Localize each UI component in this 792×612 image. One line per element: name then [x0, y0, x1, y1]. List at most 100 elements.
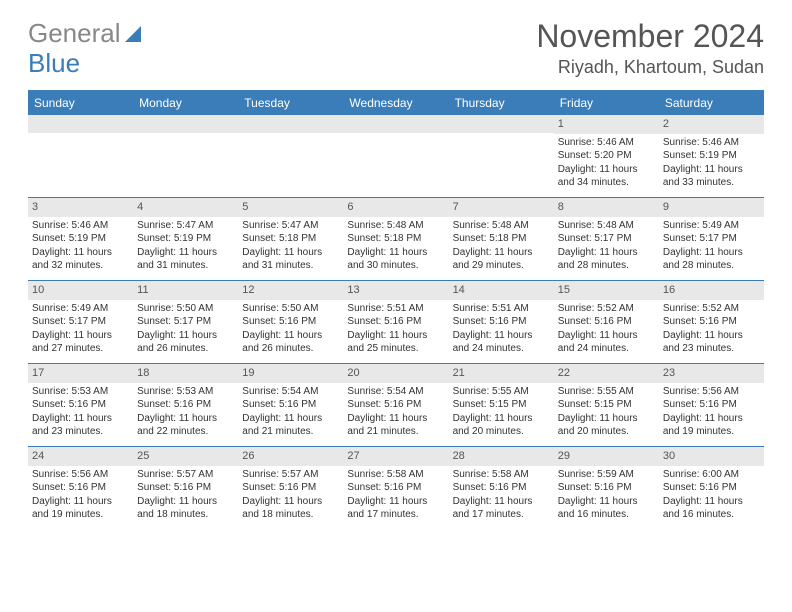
day-number: 29 — [554, 447, 659, 466]
calendar-cell: 1Sunrise: 5:46 AMSunset: 5:20 PMDaylight… — [554, 115, 659, 197]
daylight-text: Daylight: 11 hours and 17 minutes. — [347, 495, 444, 522]
location: Riyadh, Khartoum, Sudan — [536, 57, 764, 78]
cell-body: Sunrise: 5:57 AMSunset: 5:16 PMDaylight:… — [133, 466, 238, 526]
daylight-text: Daylight: 11 hours and 30 minutes. — [347, 246, 444, 273]
daylight-text: Daylight: 11 hours and 22 minutes. — [137, 412, 234, 439]
cell-body: Sunrise: 5:46 AMSunset: 5:20 PMDaylight:… — [554, 134, 659, 194]
cell-body: Sunrise: 5:49 AMSunset: 5:17 PMDaylight:… — [659, 217, 764, 277]
day-number: 13 — [343, 281, 448, 300]
daylight-text: Daylight: 11 hours and 20 minutes. — [558, 412, 655, 439]
cell-body: Sunrise: 5:53 AMSunset: 5:16 PMDaylight:… — [133, 383, 238, 443]
daylight-text: Daylight: 11 hours and 28 minutes. — [663, 246, 760, 273]
day-header: Tuesday — [238, 91, 343, 115]
daylight-text: Daylight: 11 hours and 28 minutes. — [558, 246, 655, 273]
sunset-text: Sunset: 5:15 PM — [558, 398, 655, 412]
day-number: 22 — [554, 364, 659, 383]
day-number: 16 — [659, 281, 764, 300]
title-block: November 2024 Riyadh, Khartoum, Sudan — [536, 18, 764, 78]
daylight-text: Daylight: 11 hours and 23 minutes. — [663, 329, 760, 356]
calendar-cell: 12Sunrise: 5:50 AMSunset: 5:16 PMDayligh… — [238, 281, 343, 363]
sunrise-text: Sunrise: 5:53 AM — [137, 385, 234, 399]
sunset-text: Sunset: 5:17 PM — [32, 315, 129, 329]
sunrise-text: Sunrise: 5:53 AM — [32, 385, 129, 399]
calendar-cell: 27Sunrise: 5:58 AMSunset: 5:16 PMDayligh… — [343, 447, 448, 529]
day-header: Sunday — [28, 91, 133, 115]
calendar-cell — [343, 115, 448, 197]
calendar-cell: 25Sunrise: 5:57 AMSunset: 5:16 PMDayligh… — [133, 447, 238, 529]
sunrise-text: Sunrise: 5:57 AM — [137, 468, 234, 482]
sunrise-text: Sunrise: 5:58 AM — [453, 468, 550, 482]
sunset-text: Sunset: 5:17 PM — [137, 315, 234, 329]
sunset-text: Sunset: 5:16 PM — [137, 481, 234, 495]
sunrise-text: Sunrise: 5:59 AM — [558, 468, 655, 482]
cell-body: Sunrise: 5:52 AMSunset: 5:16 PMDaylight:… — [554, 300, 659, 360]
sunrise-text: Sunrise: 5:48 AM — [347, 219, 444, 233]
calendar-cell: 11Sunrise: 5:50 AMSunset: 5:17 PMDayligh… — [133, 281, 238, 363]
cell-body: Sunrise: 5:51 AMSunset: 5:16 PMDaylight:… — [343, 300, 448, 360]
sunrise-text: Sunrise: 5:58 AM — [347, 468, 444, 482]
day-number: 23 — [659, 364, 764, 383]
cell-body: Sunrise: 5:48 AMSunset: 5:18 PMDaylight:… — [449, 217, 554, 277]
daylight-text: Daylight: 11 hours and 31 minutes. — [137, 246, 234, 273]
calendar-cell: 18Sunrise: 5:53 AMSunset: 5:16 PMDayligh… — [133, 364, 238, 446]
day-number: 26 — [238, 447, 343, 466]
daylight-text: Daylight: 11 hours and 19 minutes. — [32, 495, 129, 522]
daylight-text: Daylight: 11 hours and 27 minutes. — [32, 329, 129, 356]
calendar-cell: 29Sunrise: 5:59 AMSunset: 5:16 PMDayligh… — [554, 447, 659, 529]
sunrise-text: Sunrise: 5:47 AM — [242, 219, 339, 233]
calendar-cell: 24Sunrise: 5:56 AMSunset: 5:16 PMDayligh… — [28, 447, 133, 529]
sunrise-text: Sunrise: 5:52 AM — [663, 302, 760, 316]
cell-body: Sunrise: 5:46 AMSunset: 5:19 PMDaylight:… — [28, 217, 133, 277]
sunrise-text: Sunrise: 5:49 AM — [663, 219, 760, 233]
calendar-cell: 13Sunrise: 5:51 AMSunset: 5:16 PMDayligh… — [343, 281, 448, 363]
cell-body: Sunrise: 5:50 AMSunset: 5:16 PMDaylight:… — [238, 300, 343, 360]
calendar-cell: 17Sunrise: 5:53 AMSunset: 5:16 PMDayligh… — [28, 364, 133, 446]
calendar-cell: 7Sunrise: 5:48 AMSunset: 5:18 PMDaylight… — [449, 198, 554, 280]
cell-body: Sunrise: 5:54 AMSunset: 5:16 PMDaylight:… — [238, 383, 343, 443]
calendar-cell — [449, 115, 554, 197]
month-title: November 2024 — [536, 18, 764, 55]
sunset-text: Sunset: 5:17 PM — [663, 232, 760, 246]
sunset-text: Sunset: 5:15 PM — [453, 398, 550, 412]
calendar-cell: 9Sunrise: 5:49 AMSunset: 5:17 PMDaylight… — [659, 198, 764, 280]
calendar-cell: 26Sunrise: 5:57 AMSunset: 5:16 PMDayligh… — [238, 447, 343, 529]
calendar: SundayMondayTuesdayWednesdayThursdayFrid… — [28, 91, 764, 529]
calendar-cell: 15Sunrise: 5:52 AMSunset: 5:16 PMDayligh… — [554, 281, 659, 363]
cell-body: Sunrise: 5:55 AMSunset: 5:15 PMDaylight:… — [554, 383, 659, 443]
cell-body: Sunrise: 5:47 AMSunset: 5:18 PMDaylight:… — [238, 217, 343, 277]
sunset-text: Sunset: 5:16 PM — [242, 398, 339, 412]
logo-text-blue: Blue — [28, 48, 80, 79]
sunset-text: Sunset: 5:18 PM — [347, 232, 444, 246]
logo-text-general: General — [28, 18, 121, 49]
day-headers-row: SundayMondayTuesdayWednesdayThursdayFrid… — [28, 91, 764, 115]
cell-body: Sunrise: 5:57 AMSunset: 5:16 PMDaylight:… — [238, 466, 343, 526]
day-number: 24 — [28, 447, 133, 466]
calendar-cell: 3Sunrise: 5:46 AMSunset: 5:19 PMDaylight… — [28, 198, 133, 280]
daylight-text: Daylight: 11 hours and 18 minutes. — [242, 495, 339, 522]
daylight-text: Daylight: 11 hours and 17 minutes. — [453, 495, 550, 522]
sunrise-text: Sunrise: 5:46 AM — [32, 219, 129, 233]
cell-body: Sunrise: 5:59 AMSunset: 5:16 PMDaylight:… — [554, 466, 659, 526]
cell-body: Sunrise: 6:00 AMSunset: 5:16 PMDaylight:… — [659, 466, 764, 526]
day-number: 2 — [659, 115, 764, 134]
sunset-text: Sunset: 5:16 PM — [347, 398, 444, 412]
day-number: 1 — [554, 115, 659, 134]
day-number: 4 — [133, 198, 238, 217]
calendar-weeks: 1Sunrise: 5:46 AMSunset: 5:20 PMDaylight… — [28, 115, 764, 529]
day-header: Thursday — [449, 91, 554, 115]
calendar-week: 17Sunrise: 5:53 AMSunset: 5:16 PMDayligh… — [28, 364, 764, 447]
sunset-text: Sunset: 5:19 PM — [663, 149, 760, 163]
daylight-text: Daylight: 11 hours and 24 minutes. — [558, 329, 655, 356]
calendar-cell: 5Sunrise: 5:47 AMSunset: 5:18 PMDaylight… — [238, 198, 343, 280]
cell-body: Sunrise: 5:56 AMSunset: 5:16 PMDaylight:… — [659, 383, 764, 443]
sunset-text: Sunset: 5:19 PM — [137, 232, 234, 246]
cell-body: Sunrise: 5:46 AMSunset: 5:19 PMDaylight:… — [659, 134, 764, 194]
daylight-text: Daylight: 11 hours and 33 minutes. — [663, 163, 760, 190]
sunset-text: Sunset: 5:16 PM — [663, 315, 760, 329]
day-number — [449, 115, 554, 133]
cell-body: Sunrise: 5:47 AMSunset: 5:19 PMDaylight:… — [133, 217, 238, 277]
cell-body: Sunrise: 5:49 AMSunset: 5:17 PMDaylight:… — [28, 300, 133, 360]
calendar-cell: 23Sunrise: 5:56 AMSunset: 5:16 PMDayligh… — [659, 364, 764, 446]
daylight-text: Daylight: 11 hours and 24 minutes. — [453, 329, 550, 356]
sunrise-text: Sunrise: 5:48 AM — [558, 219, 655, 233]
